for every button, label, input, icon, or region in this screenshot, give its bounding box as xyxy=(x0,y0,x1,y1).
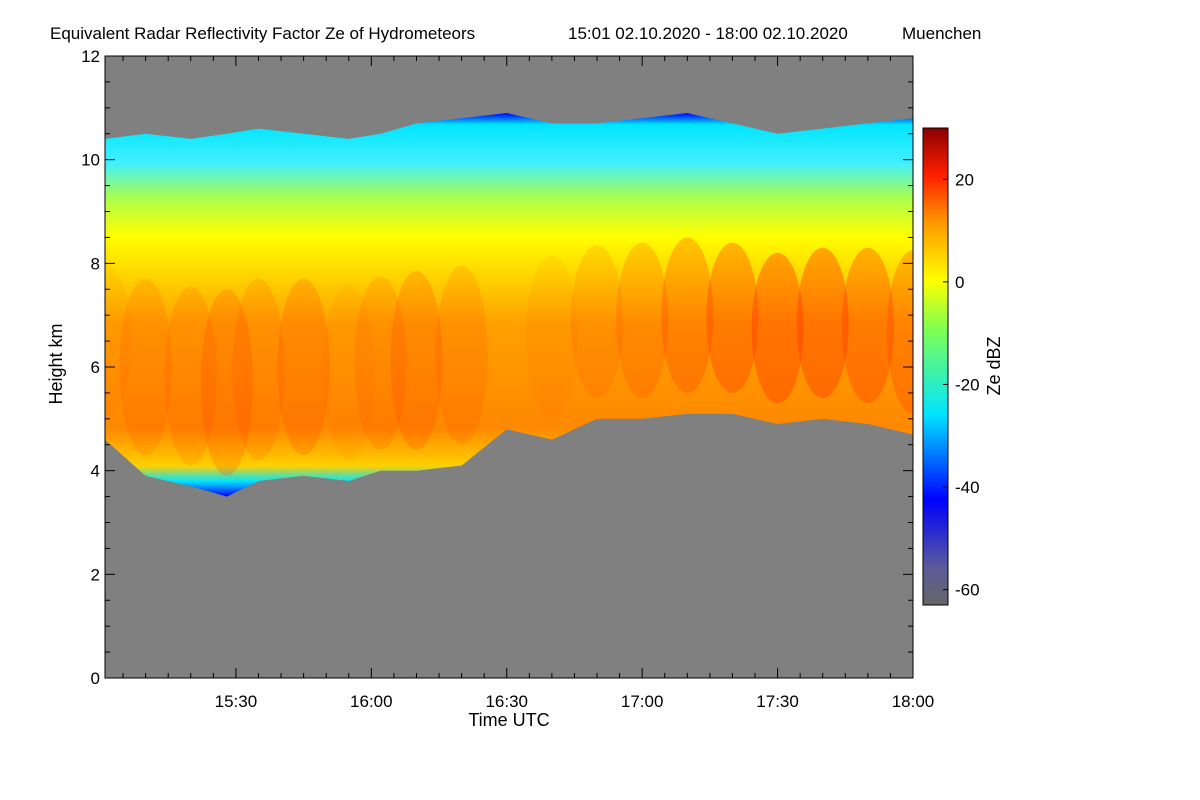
reflectivity-core xyxy=(390,271,443,450)
reflectivity-core xyxy=(616,242,669,399)
colorbar xyxy=(922,127,949,606)
y-tick-label: 10 xyxy=(81,151,100,170)
reflectivity-core xyxy=(232,278,285,461)
reflectivity-core xyxy=(571,245,623,399)
x-tick-label: 15:30 xyxy=(215,692,258,711)
x-axis: 15:30 16:00 16:30 17:00 17:30 18:00 xyxy=(122,56,935,711)
colorbar-tick-label: 20 xyxy=(955,170,974,189)
y-tick-label: 2 xyxy=(91,565,100,584)
reflectivity-core xyxy=(706,242,759,393)
colorbar-tick-label: -60 xyxy=(955,581,980,600)
colorbar-ticks: 20 0 -20 -40 -60 xyxy=(943,170,980,600)
reflectivity-core xyxy=(841,247,894,404)
colorbar-tick-label: -40 xyxy=(955,478,980,497)
reflectivity-core xyxy=(525,255,578,419)
cloud-echo-area xyxy=(105,113,913,497)
colorbar-label: Ze dBZ xyxy=(984,336,1004,395)
x-tick-label: 17:30 xyxy=(756,692,799,711)
reflectivity-core xyxy=(119,278,172,456)
y-axis: 0 2 4 6 8 10 12 xyxy=(81,47,913,688)
x-tick-label: 16:00 xyxy=(350,692,393,711)
y-tick-label: 12 xyxy=(81,47,100,66)
reflectivity-core xyxy=(354,276,407,450)
colorbar-tick-label: -20 xyxy=(955,375,980,394)
x-tick-label: 18:00 xyxy=(892,692,935,711)
y-tick-label: 4 xyxy=(91,462,100,481)
reflectivity-core xyxy=(200,289,253,476)
y-tick-label: 0 xyxy=(91,669,100,688)
x-tick-label: 16:30 xyxy=(485,692,528,711)
reflectivity-core xyxy=(105,263,131,419)
reflectivity-core xyxy=(164,286,217,466)
colorbar-tick-label: 0 xyxy=(955,273,964,292)
y-tick-label: 6 xyxy=(91,358,100,377)
reflectivity-core xyxy=(277,278,330,456)
y-tick-label: 8 xyxy=(91,254,100,273)
reflectivity-core xyxy=(751,252,804,404)
reflectivity-core xyxy=(661,237,714,393)
reflectivity-core xyxy=(435,265,488,445)
cloud-layer xyxy=(105,113,913,497)
chart-title: Equivalent Radar Reflectivity Factor Ze … xyxy=(50,24,475,43)
chart-period: 15:01 02.10.2020 - 18:00 02.10.2020 xyxy=(568,24,848,43)
x-axis-title: Time UTC xyxy=(468,710,549,730)
y-axis-title: Height km xyxy=(46,323,66,404)
reflectivity-core xyxy=(796,247,849,399)
reflectivity-core xyxy=(887,250,913,414)
x-tick-label: 17:00 xyxy=(621,692,664,711)
reflectivity-core xyxy=(322,284,375,461)
chart-location: Muenchen xyxy=(902,24,981,43)
